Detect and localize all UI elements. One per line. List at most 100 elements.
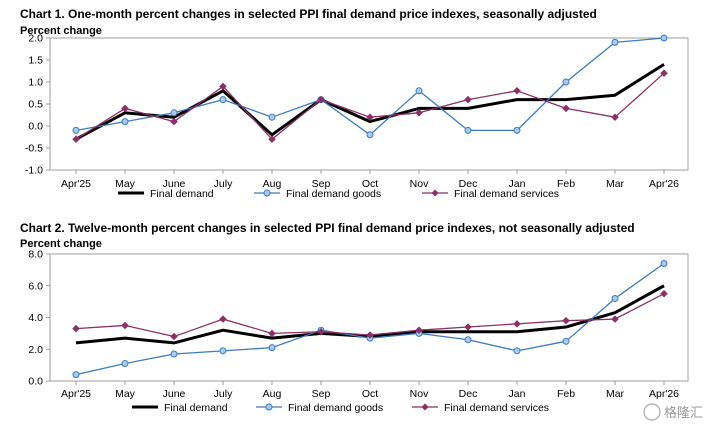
chart2-title: Chart 2. Twelve-month percent changes in… [20,221,635,235]
data-point-diamond [415,108,423,117]
data-point-circle [219,347,227,355]
legend-label-1: Final demand goods [288,402,383,414]
series-line-0 [75,63,665,141]
data-point-circle [170,350,178,358]
x-tick-label: Sep [312,388,331,400]
data-point-diamond [317,95,325,104]
x-tick-label: May [115,388,136,400]
data-point-diamond [170,332,178,341]
data-point-diamond [415,326,423,335]
legend-label-1: Final demand goods [286,188,381,200]
chart1-legend: Final demand Final demand goods Final dema… [118,188,559,200]
watermark-logo-icon [643,403,661,421]
data-point-diamond [464,323,472,331]
data-point-diamond [611,113,619,122]
x-tick-label: Mar [606,388,625,400]
x-tick-label: Apr'25 [61,388,91,400]
watermark-logo: 格隆汇 [643,403,703,421]
data-point-diamond [219,82,227,91]
data-point-diamond [121,321,129,330]
x-tick-label: Oct [362,388,378,400]
x-tick-label: Feb [557,178,575,190]
data-point-circle [611,294,619,302]
data-point-circle [562,78,570,86]
chart1-x-axis: Apr'25 May June July Aug Sep Oct Nov Dec Jan Feb Ma… [61,170,679,190]
x-tick-label: Aug [263,178,282,190]
x-tick-label: Feb [557,388,575,400]
data-point-diamond [464,95,472,104]
data-point-diamond [72,324,80,333]
data-point-diamond [562,104,570,113]
data-point-diamond [562,316,570,325]
data-point-circle [170,109,178,117]
y-tick-label: -1.0 [25,165,43,177]
legend-label-2: Final demand services [444,402,549,414]
chart2-x-axis: Apr'25 May June July Aug Sep Oct Nov Dec Jan Feb Ma… [61,381,679,400]
chart1-y-axis: 2.0 1.5 1.0 0.5 0.0 -0.5 -1.0 [25,33,50,177]
data-point-diamond [170,117,178,126]
data-point-circle [464,336,472,344]
legend-label-0: Final demand [164,402,228,414]
x-tick-label: Apr'26 [649,388,679,400]
data-point-circle [660,260,668,268]
y-tick-label: 0.5 [28,99,43,111]
x-tick-label: Jan [509,388,526,400]
data-point-diamond [660,289,668,298]
chart1-series-group [72,34,668,144]
legend-label-0: Final demand [150,188,214,200]
x-tick-label: July [214,388,233,400]
chart2-ylabel: Percent change [20,238,102,250]
y-tick-label: 1.0 [28,77,43,89]
data-point-circle [611,38,619,46]
data-point-circle [72,371,80,379]
x-tick-label: Dec [459,178,478,190]
x-tick-label: Apr'25 [61,178,91,190]
data-point-diamond [268,135,276,144]
data-point-circle [219,96,227,104]
x-tick-label: May [115,178,136,190]
x-tick-label: Nov [410,388,429,400]
legend-marker-diamond [421,403,429,411]
data-point-circle [366,131,374,139]
data-point-diamond [219,315,227,323]
legend-marker-circle [263,189,271,197]
chart1-plot-frame [49,37,689,171]
legend-marker-diamond [431,189,439,197]
series-line-2 [75,293,665,338]
data-point-circle [268,344,276,352]
x-tick-label: Jan [509,178,526,190]
data-point-circle [513,126,521,134]
data-point-circle [660,34,668,42]
chart1-ylabel: Percent change [20,25,102,37]
x-tick-label: Aug [263,388,282,400]
y-tick-label: 1.5 [28,55,43,67]
x-tick-label: June [163,388,186,400]
data-point-diamond [72,135,80,144]
x-tick-label: Oct [362,178,378,190]
data-point-circle [72,126,80,134]
x-tick-label: Mar [606,178,625,190]
data-point-diamond [366,113,374,122]
data-point-diamond [317,327,325,336]
data-point-diamond [513,319,521,328]
data-point-circle [121,360,129,368]
data-point-diamond [366,331,374,339]
data-point-diamond [513,86,521,95]
data-point-circle [415,87,423,95]
x-tick-label: Sep [312,178,331,190]
y-tick-label: 0.0 [28,121,43,133]
data-point-diamond [121,104,129,113]
y-tick-label: 6.0 [28,280,43,292]
data-point-diamond [611,315,619,323]
y-tick-label: 8.0 [28,249,43,261]
y-tick-label: 2.0 [28,33,43,45]
y-tick-label: 0.0 [28,376,43,388]
y-tick-label: 2.0 [28,344,43,356]
series-line-1 [75,262,665,376]
data-point-circle [464,126,472,134]
y-tick-label: -0.5 [25,143,43,155]
y-tick-label: 4.0 [28,312,43,324]
x-tick-label: June [163,178,186,190]
x-tick-label: Dec [459,388,478,400]
